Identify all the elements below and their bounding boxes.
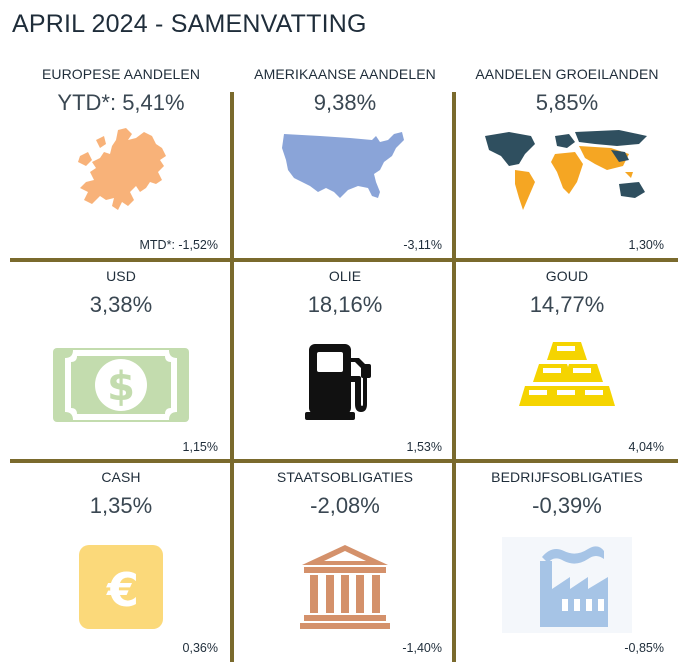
cell-goud: GOUD 14,77% [456,264,678,462]
cell-mtd-value: -0,85% [624,641,664,655]
cell-bedrijfsobligaties: BEDRIJFSOBLIGATIES -0,39% -0,85% [456,465,678,663]
cell-label: AANDELEN GROEILANDEN [475,66,659,82]
cell-aandelen-groeilanden: AANDELEN GROEILANDEN 5,85% [456,62,678,260]
cell-ytd-value: 3,38% [89,292,153,317]
divider-horizontal-2 [10,459,678,463]
cell-staatsobligaties: STAATSOBLIGATIES -2,08% -1,40% [234,465,456,663]
cell-label: USD [106,268,136,284]
cell-ytd-value: 9,38% [313,90,377,115]
cell-usd: USD 3,38% $ 1,15% [10,264,232,462]
cell-label: GOUD [545,268,589,284]
cell-europese-aandelen: EUROPESE AANDELEN YTD*: 5,41% MTD*: -1,5… [10,62,232,260]
cell-label: BEDRIJFSOBLIGATIES [491,469,643,485]
dollar-bill-icon: $ [10,346,232,424]
page-title: APRIL 2024 - SAMENVATTING [12,10,367,38]
cell-ytd-value: 5,85% [535,90,599,115]
europe-map-icon [10,126,232,218]
euro-icon: € [10,543,232,631]
svg-text:$: $ [107,364,135,410]
cell-mtd-value: 1,15% [182,440,218,454]
cell-mtd-value: -3,11% [403,238,442,252]
cell-label: STAATSOBLIGATIES [276,469,414,485]
cell-ytd-value: YTD*: 5,41% [57,90,185,115]
divider-vertical-1 [230,92,234,662]
cell-ytd-value: -2,08% [310,493,380,518]
cell-label: AMERIKAANSE AANDELEN [254,66,436,82]
cell-mtd-value: 1,53% [406,440,442,454]
summary-grid: EUROPESE AANDELEN YTD*: 5,41% MTD*: -1,5… [10,62,678,662]
cell-mtd-value: -1,40% [402,641,442,655]
world-map-icon [456,126,678,216]
cell-ytd-value: -0,39% [532,493,602,518]
cell-label: OLIE [328,268,362,284]
cell-ytd-value: 14,77% [529,292,605,317]
cell-label: CASH [101,469,141,485]
cell-olie: OLIE 18,16% 1,53% [234,264,456,462]
cell-label: EUROPESE AANDELEN [41,66,201,82]
cell-mtd-value: 1,30% [628,238,664,252]
cell-mtd-value: MTD*: -1,52% [139,238,219,252]
gold-bars-icon [456,340,678,410]
fuel-pump-icon [234,342,456,420]
cell-amerikaanse-aandelen: AMERIKAANSE AANDELEN 9,38% -3,11% [234,62,456,260]
cell-cash: CASH 1,35% € 0,36% [10,465,232,663]
divider-vertical-2 [452,92,456,662]
government-building-icon [234,543,456,629]
factory-icon [456,537,678,633]
cell-mtd-value: 0,36% [182,641,218,655]
svg-text:€: € [106,563,139,617]
divider-horizontal-1 [10,258,678,262]
cell-mtd-value: 4,04% [628,440,664,454]
cell-ytd-value: 1,35% [89,493,153,518]
usa-map-icon [234,126,456,212]
cell-ytd-value: 18,16% [307,292,383,317]
